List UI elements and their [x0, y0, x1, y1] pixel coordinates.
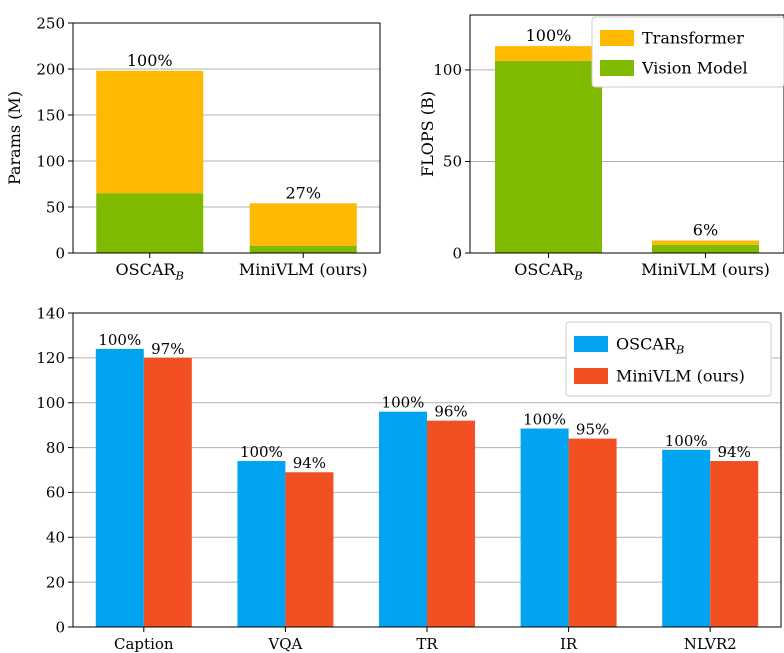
bar-vision-model [96, 193, 204, 253]
plot-frame [72, 22, 381, 254]
legend-box [591, 16, 784, 88]
bar-transformer [96, 70, 204, 194]
y-tick-label: 0 [55, 244, 65, 262]
y-tick-label: 40 [46, 529, 65, 547]
x-tick-label: MiniVLM (ours) [641, 260, 770, 279]
x-tick-label: OSCARB [116, 260, 184, 282]
x-tick-label: Caption [114, 635, 174, 653]
y-tick-label: 0 [55, 618, 65, 636]
x-tick-label: MiniVLM (ours) [239, 260, 368, 279]
bar-value-label: 100% [240, 443, 283, 461]
bar-value-label: 100% [526, 26, 572, 45]
y-tick-label: 120 [36, 349, 65, 367]
y-tick-label: 50 [443, 153, 462, 171]
y-tick-label: 100 [36, 394, 65, 412]
relative-accuracy-chart: 0 20 40 60 80 100 120 140 100% 97% Caption 100% 94% V… [36, 304, 782, 653]
legend-label: Vision Model [641, 58, 748, 77]
bar-minivlm [710, 461, 759, 627]
bar-value-label: 27% [285, 183, 321, 202]
y-tick-label: 100 [433, 61, 462, 79]
legend-label: Transformer [642, 28, 744, 47]
bar-value-label: 94% [293, 454, 326, 472]
y-tick-label: 60 [46, 484, 65, 502]
bar-value-label: 6% [693, 221, 718, 240]
y-tick-label: 20 [46, 573, 65, 591]
bar-vision-model [249, 245, 357, 253]
bar-value-label: 100% [665, 432, 708, 450]
y-tick-label: 140 [36, 304, 65, 322]
bar-transformer [495, 46, 602, 61]
bar-oscar [379, 411, 427, 627]
y-tick-label: 80 [46, 439, 65, 457]
legend-swatch [574, 368, 608, 384]
bar-oscar [95, 348, 144, 627]
x-tick-label: IR [560, 635, 578, 653]
bar-oscar [520, 428, 569, 627]
y-tick-label: 100 [36, 152, 65, 170]
bar-oscar [237, 461, 286, 627]
bar-value-label: 100% [523, 411, 566, 429]
bar-minivlm [427, 420, 475, 627]
bar-value-label: 94% [718, 443, 751, 461]
y-tick-label: 50 [46, 198, 65, 216]
bar-vision-model [495, 60, 602, 254]
bar-value-label: 100% [382, 394, 425, 412]
legend-label: OSCARB [616, 334, 684, 356]
plot-frame [72, 312, 782, 628]
y-tick-label: 0 [452, 244, 462, 262]
x-tick-label: VQA [267, 635, 302, 653]
x-tick-label: OSCARB [514, 260, 582, 282]
x-tick-label: NLVR2 [684, 635, 737, 653]
bar-value-label: 96% [434, 403, 467, 421]
y-tick-label: 250 [36, 14, 65, 32]
y-axis-label: Params (M) [5, 91, 24, 185]
bar-value-label: 95% [576, 421, 609, 439]
legend-swatch [574, 336, 608, 352]
bar-transformer [249, 203, 357, 246]
bar-value-label: 100% [98, 331, 141, 349]
plot-frame [469, 14, 784, 254]
params-chart: 0 50 100 150 200 250 100% OSCARB 27% MiniVLM (our… [5, 14, 381, 282]
legend-box [565, 321, 772, 397]
bar-transformer [652, 240, 759, 245]
y-tick-label: 150 [36, 106, 65, 124]
bar-minivlm [143, 357, 192, 627]
bar-minivlm [568, 438, 617, 627]
bar-value-label: 97% [151, 340, 184, 358]
legend-swatch [600, 30, 634, 46]
bar-value-label: 100% [127, 51, 173, 70]
bar-oscar [662, 449, 711, 627]
bar-minivlm [285, 472, 334, 627]
legend-swatch [600, 60, 634, 76]
bar-vision-model [652, 244, 759, 253]
y-tick-label: 200 [36, 60, 65, 78]
flops-chart: 0 50 100 100% OSCARB 6% MiniVLM (ours) FLOPS (B… [418, 14, 784, 282]
legend-label: MiniVLM (ours) [616, 366, 745, 385]
y-axis-label: FLOPS (B) [418, 91, 437, 177]
x-tick-label: TR [416, 635, 438, 653]
